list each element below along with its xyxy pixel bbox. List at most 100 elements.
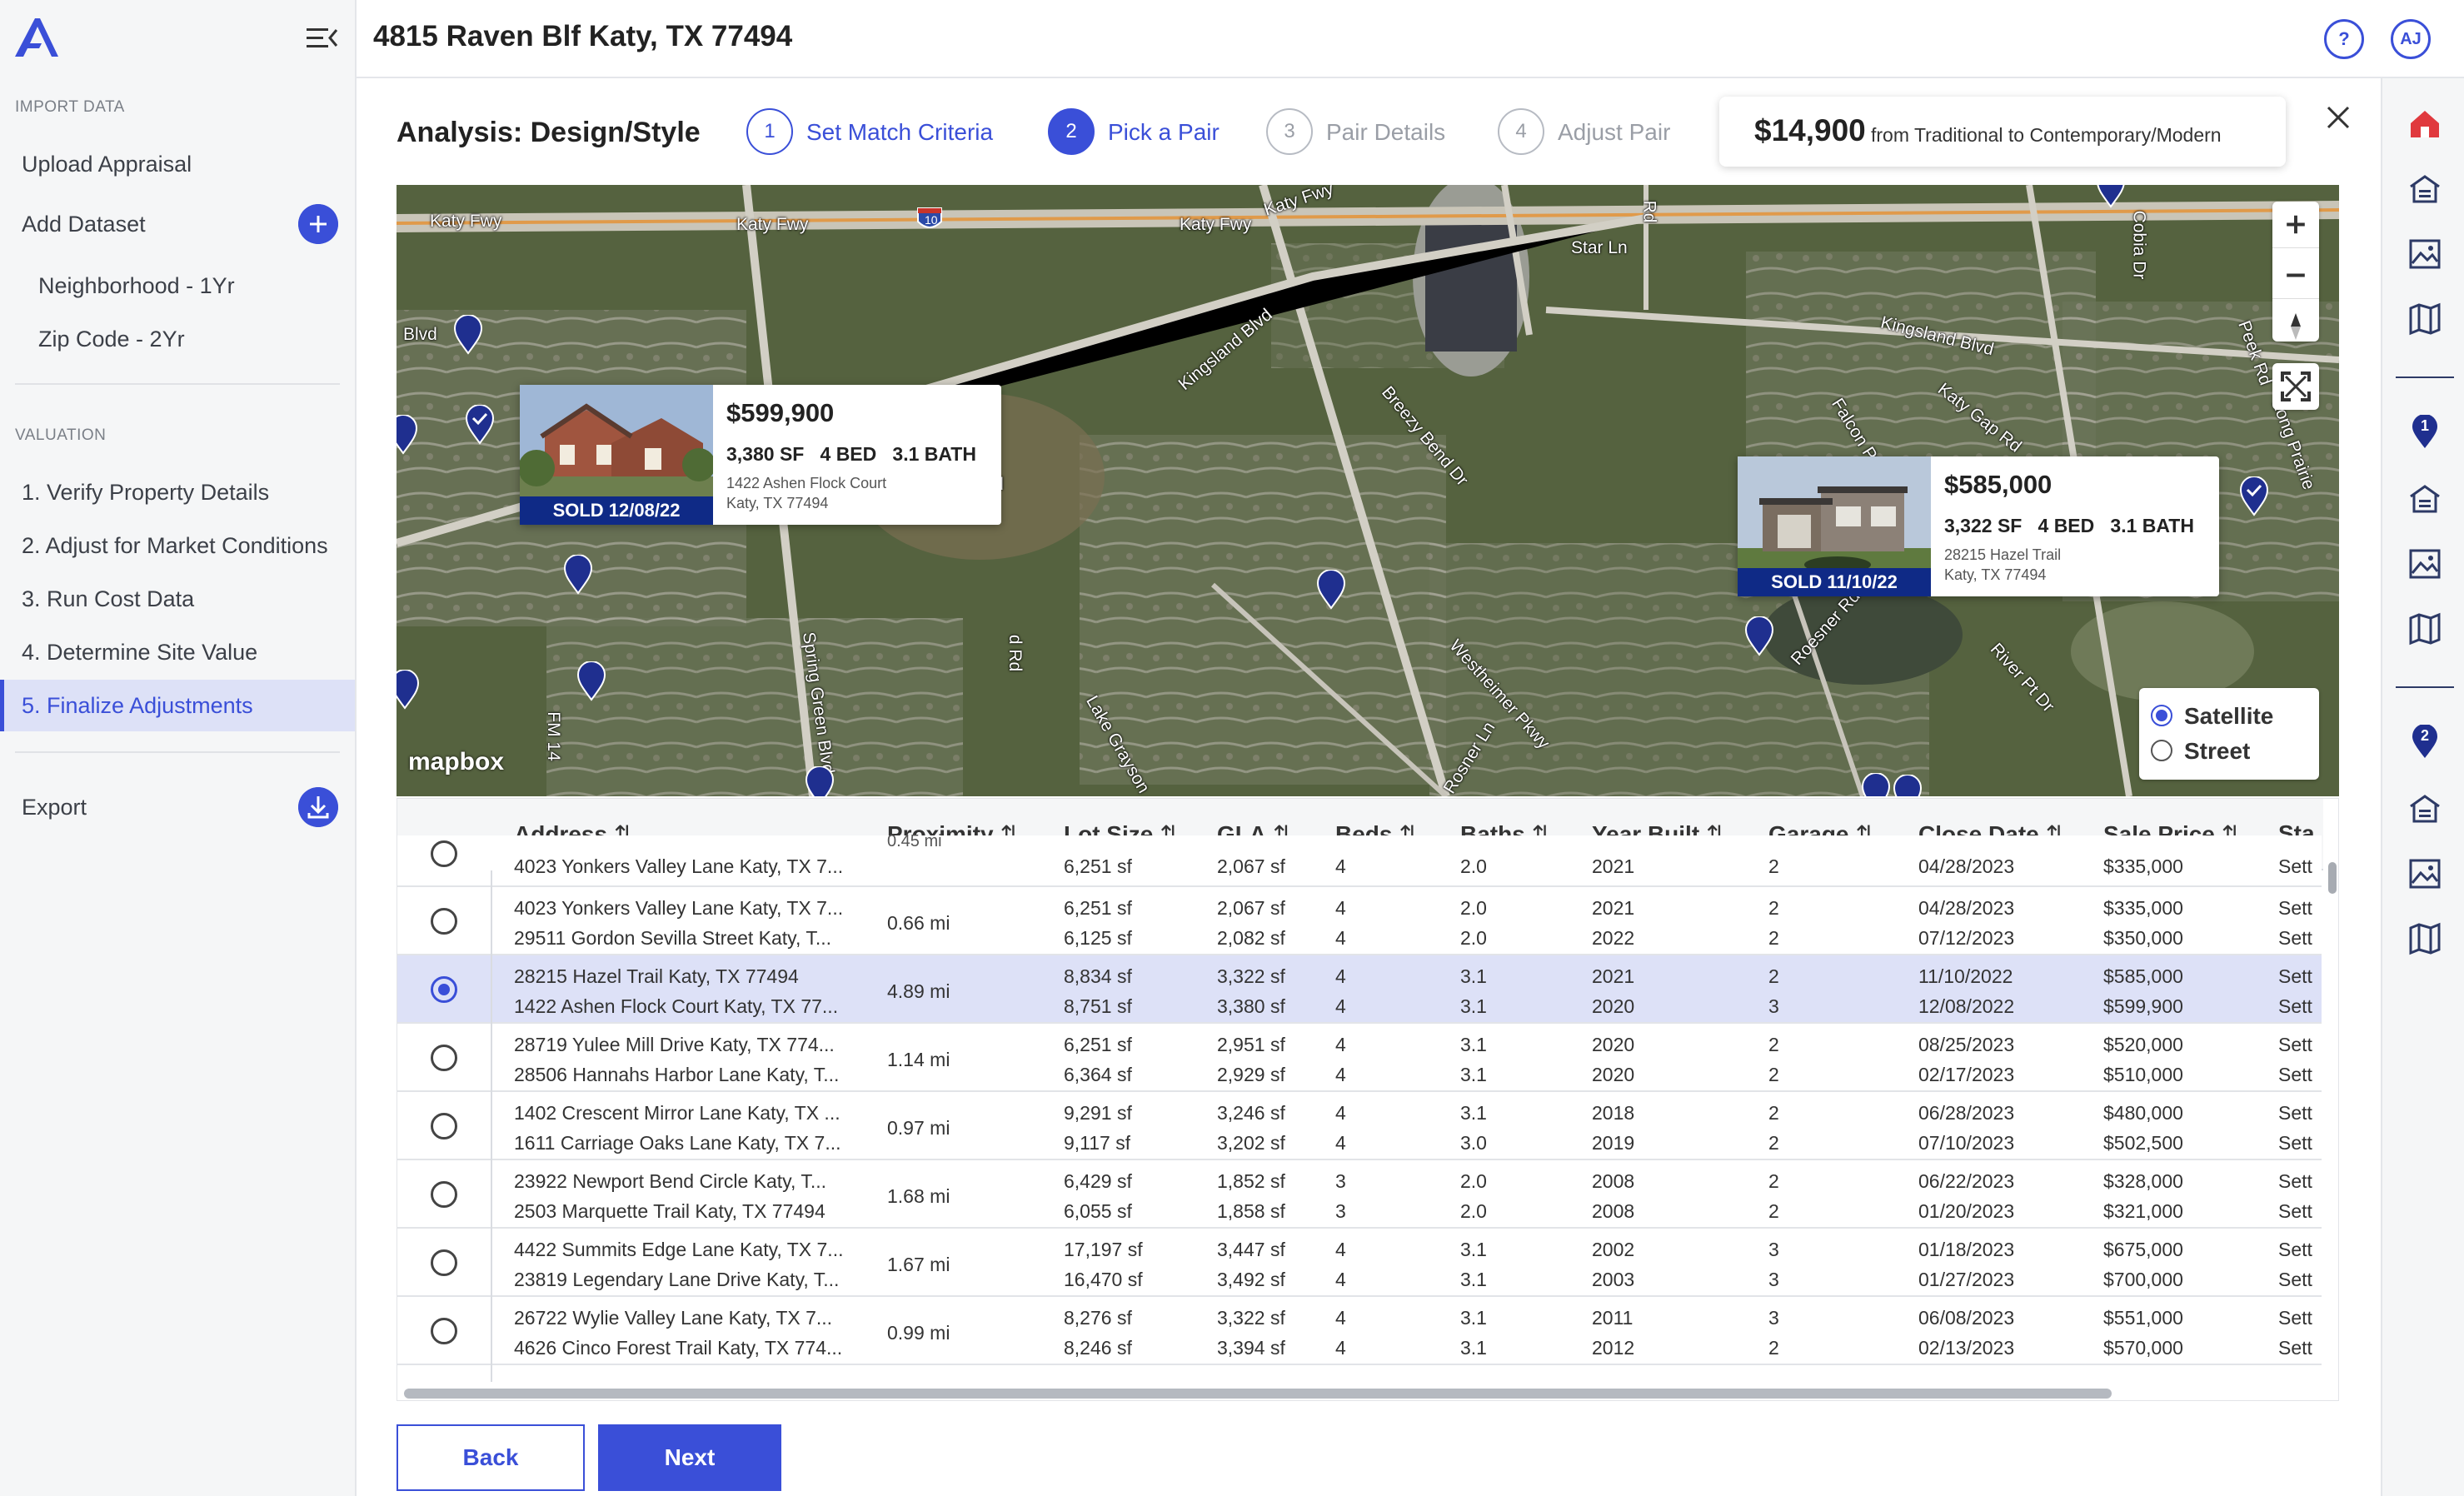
app-logo-icon[interactable] — [12, 15, 62, 58]
property-card-popup[interactable]: SOLD 12/08/22 $599,900 3,380 SF 4 BED 3.… — [520, 385, 1001, 525]
valuation-item-verify[interactable]: 1. Verify Property Details — [22, 480, 270, 505]
table-row[interactable]: 1.67 mi 4422 Summits Edge Lane Katy, TX 7… — [397, 1229, 2322, 1297]
property-list-icon[interactable] — [2407, 172, 2442, 207]
horizontal-scroll-thumb[interactable] — [404, 1389, 2112, 1399]
dataset-item-zipcode[interactable]: Zip Code - 2Yr — [38, 327, 185, 352]
valuation-item-site[interactable]: 4. Determine Site Value — [22, 640, 258, 665]
map-pin-icon[interactable] — [1861, 773, 1891, 796]
valuation-item-cost[interactable]: 3. Run Cost Data — [22, 586, 195, 611]
step-label: Set Match Criteria — [806, 119, 994, 145]
user-avatar[interactable]: AJ — [2391, 19, 2431, 59]
map-pin-icon[interactable] — [397, 670, 420, 710]
map-icon[interactable] — [2407, 921, 2442, 956]
vertical-scroll-thumb[interactable] — [2328, 862, 2337, 894]
pairs-table: Address ⇅ Proximity ⇅ Lot Size ⇅ GLA ⇅ Beds ⇅… — [397, 798, 2339, 1401]
proximity-cell: 0.99 mi — [887, 1322, 950, 1344]
right-rail: 1 2 — [2381, 78, 2464, 1496]
map-pin-icon[interactable] — [1316, 570, 1346, 610]
rail-divider — [2396, 376, 2454, 378]
dataset-item-neighborhood[interactable]: Neighborhood - 1Yr — [38, 273, 235, 298]
mapbox-attribution[interactable]: mapbox — [408, 748, 505, 775]
collapse-sidebar-icon[interactable] — [303, 23, 340, 53]
pair-1-marker-icon[interactable] — [2407, 415, 2442, 450]
row-select-radio[interactable] — [431, 908, 457, 935]
street-radio[interactable] — [2151, 740, 2172, 761]
compass-icon[interactable] — [2272, 303, 2319, 350]
image-icon[interactable] — [2407, 237, 2442, 272]
pair-2-marker-icon[interactable] — [2407, 725, 2442, 760]
layer-option-satellite[interactable]: Satellite — [2151, 698, 2309, 731]
satellite-radio[interactable] — [2151, 705, 2172, 726]
home-icon[interactable] — [2407, 107, 2442, 142]
map-layer-toggle: Satellite Street — [2139, 688, 2319, 780]
map-pin-icon[interactable] — [397, 415, 418, 455]
adjustment-summary: $14,900 from Traditional to Contemporary… — [1719, 97, 2286, 167]
property-list-icon[interactable] — [2407, 481, 2442, 516]
map-icon[interactable] — [2407, 611, 2442, 646]
map-pin-icon[interactable] — [805, 766, 835, 796]
row-select-radio[interactable] — [431, 1113, 457, 1139]
table-row[interactable]: 0.99 mi 26722 Wylie Valley Lane Katy, TX … — [397, 1297, 2322, 1365]
row-select-radio[interactable] — [431, 840, 457, 867]
street-label: Street — [2184, 738, 2251, 764]
status-cell: Sett — [2278, 1170, 2312, 1192]
map-pin-icon[interactable] — [576, 661, 606, 701]
map-icon[interactable] — [2407, 302, 2442, 337]
row-select-radio[interactable] — [431, 976, 457, 1003]
add-dataset-button[interactable] — [298, 204, 338, 244]
row-select-radio[interactable] — [431, 1181, 457, 1208]
road-label: Blvd — [403, 325, 437, 344]
satellite-map[interactable]: Katy Fwy Katy Fwy Katy Fwy Katy Fwy Blvd… — [397, 185, 2339, 796]
table-row[interactable]: 1.68 mi 23922 Newport Bend Circle Katy, T… — [397, 1160, 2322, 1229]
table-row[interactable]: 0.66 mi 4023 Yonkers Valley Lane Katy, TX… — [397, 887, 2322, 955]
property-specs: 3,380 SF 4 BED 3.1 BATH — [726, 443, 976, 465]
address-cell: 28719 Yulee Mill Drive Katy, TX 774... — [514, 1034, 835, 1055]
address-cell: 28215 Hazel Trail Katy, TX 77494 — [514, 965, 799, 987]
map-pin-check-icon[interactable] — [465, 405, 495, 445]
analysis-title: Analysis: Design/Style — [397, 117, 701, 148]
map-pin-check-icon[interactable] — [2239, 476, 2269, 516]
next-button[interactable]: Next — [598, 1424, 781, 1491]
export-download-button[interactable] — [298, 787, 338, 827]
map-pin-icon[interactable] — [1893, 775, 1923, 796]
row-select-radio[interactable] — [431, 1318, 457, 1344]
proximity-cell: 1.14 mi — [887, 1049, 950, 1070]
map-pin-icon[interactable] — [453, 315, 483, 355]
vertical-scrollbar[interactable] — [2323, 799, 2338, 1400]
upload-appraisal-link[interactable]: Upload Appraisal — [22, 152, 192, 177]
close-date-cell: 06/28/2023 — [1918, 1102, 2015, 1124]
address-cell: 26722 Wylie Valley Lane Katy, TX 7... — [514, 1307, 833, 1329]
fullscreen-icon[interactable] — [2272, 363, 2319, 410]
back-button[interactable]: Back — [397, 1424, 585, 1491]
image-icon[interactable] — [2407, 856, 2442, 891]
map-pin-icon[interactable] — [1744, 616, 1774, 656]
baths-cell: 2.0 — [1460, 1200, 1487, 1222]
valuation-item-market[interactable]: 2. Adjust for Market Conditions — [22, 533, 328, 558]
sale-price-cell: $520,000 — [2103, 1034, 2183, 1055]
step-number: 4 — [1498, 108, 1544, 155]
lot-size-cell: 8,246 sf — [1064, 1337, 1132, 1359]
zoom-out-icon[interactable] — [2272, 252, 2319, 299]
row-select-radio[interactable] — [431, 1249, 457, 1276]
gla-cell: 2,951 sf — [1217, 1034, 1285, 1055]
help-button[interactable]: ? — [2324, 19, 2364, 59]
zoom-in-icon[interactable] — [2272, 202, 2319, 248]
table-row-partial[interactable]: 0.45 mi 4023 Yonkers Valley Lane Katy, T… — [397, 832, 2322, 887]
image-icon[interactable] — [2407, 546, 2442, 581]
year-built-cell: 2020 — [1592, 1064, 1635, 1085]
table-row[interactable]: 4.89 mi 28215 Hazel Trail Katy, TX 77494 8… — [397, 955, 2322, 1024]
close-icon[interactable] — [2324, 103, 2352, 132]
horizontal-scrollbar[interactable] — [397, 1382, 2338, 1400]
valuation-item-finalize[interactable]: 5. Finalize Adjustments — [0, 680, 355, 731]
property-list-icon[interactable] — [2407, 791, 2442, 826]
map-pin-icon[interactable] — [2096, 185, 2126, 208]
gla-cell: 2,067 sf — [1217, 855, 1285, 877]
year-built-cell: 2022 — [1592, 927, 1635, 949]
row-select-radio[interactable] — [431, 1045, 457, 1071]
layer-option-street[interactable]: Street — [2151, 733, 2309, 766]
beds-cell: 4 — [1335, 927, 1346, 949]
table-row[interactable]: 1.14 mi 28719 Yulee Mill Drive Katy, TX 7… — [397, 1024, 2322, 1092]
property-card-popup[interactable]: SOLD 11/10/22 $585,000 3,322 SF 4 BED 3.… — [1738, 456, 2219, 596]
table-row[interactable]: 0.97 mi 1402 Crescent Mirror Lane Katy, T… — [397, 1092, 2322, 1160]
map-pin-icon[interactable] — [563, 555, 593, 595]
